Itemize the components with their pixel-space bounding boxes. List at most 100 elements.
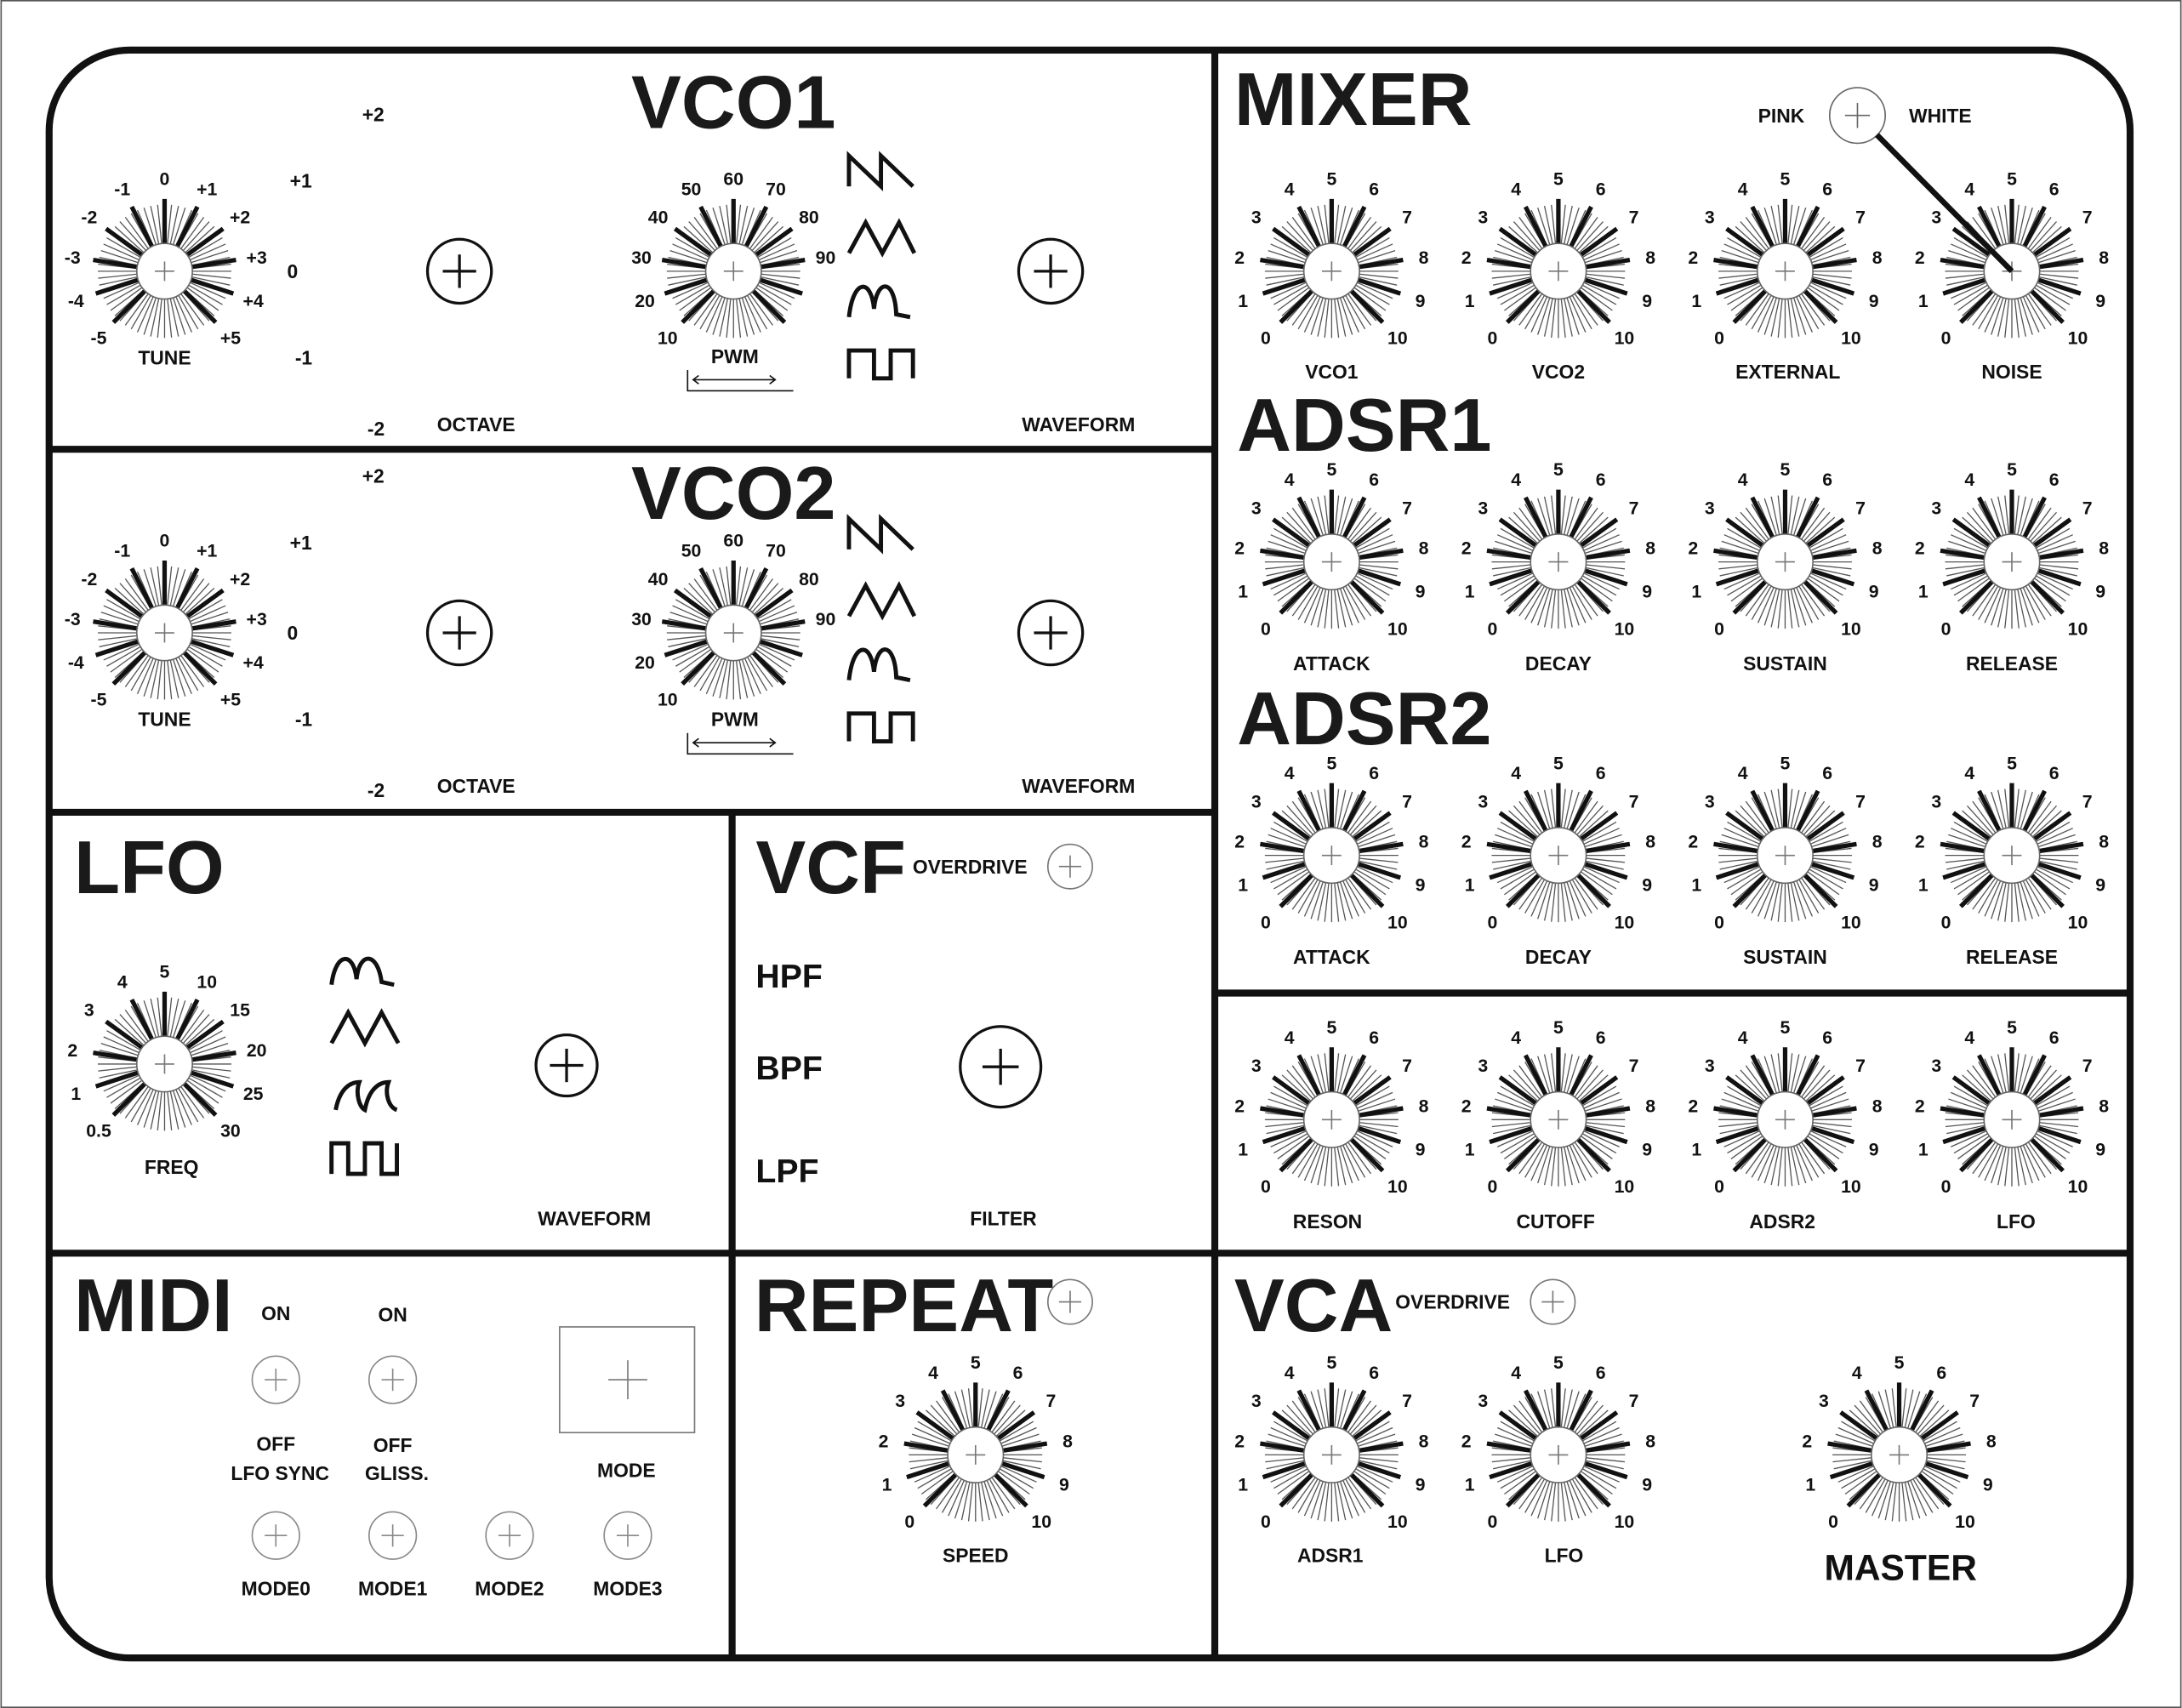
- knob-scale-label: 9: [1642, 1139, 1652, 1159]
- knob-fine-tick: [1801, 1142, 1826, 1175]
- knob-major-tick: [105, 1019, 144, 1050]
- knob-fine-tick: [1586, 1122, 1626, 1128]
- knob-fine-tick: [1336, 882, 1347, 921]
- vco1-octave-label: OCTAVE: [437, 413, 516, 436]
- knob-scale-label: 5: [1780, 753, 1791, 773]
- knob-fine-tick: [1984, 587, 2002, 623]
- knob-major-tick: [761, 619, 806, 631]
- knob-major-tick: [1795, 1054, 1820, 1096]
- knob-fine-tick: [738, 567, 749, 606]
- knob-fine-tick: [1336, 298, 1347, 337]
- knob-fine-tick: [1317, 882, 1327, 921]
- knob-fine-tick: [1543, 298, 1553, 337]
- knob-major-tick: [681, 289, 715, 324]
- knob-fine-tick: [1297, 585, 1319, 620]
- knob-fine-tick: [1953, 1133, 1988, 1154]
- knob-fine-tick: [683, 225, 714, 253]
- knob-scale-label: 8: [1872, 538, 1883, 559]
- knob-scale-label: 7: [1629, 498, 1639, 518]
- knob-fine-tick: [1543, 882, 1553, 921]
- knob-fine-tick: [1334, 883, 1340, 922]
- mode3-button[interactable]: [603, 1511, 652, 1560]
- knob-major-tick: [1810, 277, 1855, 296]
- knob-fine-tick: [1277, 871, 1310, 896]
- mode0-button[interactable]: [251, 1511, 300, 1560]
- knob-fine-tick: [2037, 1130, 2073, 1147]
- knob-fine-tick: [1524, 1143, 1546, 1178]
- knob-scale-label: 5: [1553, 459, 1564, 480]
- knob-fine-tick: [1003, 1457, 1042, 1463]
- knob-fine-tick: [190, 243, 226, 261]
- knob-fine-tick: [1777, 1053, 1783, 1092]
- vca-overdrive-label: OVERDRIVE: [1395, 1291, 1510, 1313]
- knob-scale-label: 5: [1553, 168, 1564, 189]
- knob-fine-tick: [1358, 834, 1396, 848]
- knob-major-tick: [1357, 568, 1402, 587]
- knob-scale-label: 7: [1402, 208, 1412, 228]
- knob-scale-label: 9: [1869, 291, 1879, 311]
- knob-fine-tick: [1560, 495, 1566, 535]
- knob-major-tick: [1917, 1472, 1952, 1508]
- repeat-switch[interactable]: [1046, 1278, 1093, 1325]
- knob-fine-tick: [1946, 276, 1985, 286]
- knob-fine-tick: [667, 635, 706, 640]
- knob-fine-tick: [1342, 1144, 1359, 1181]
- knob-fine-tick: [1865, 1478, 1886, 1513]
- knob-fine-tick: [679, 287, 712, 311]
- knob-fine-tick: [941, 1478, 962, 1513]
- knob-fine-tick: [1493, 276, 1532, 286]
- knob-scale-label: 9: [1869, 875, 1879, 896]
- knob-scale-label: 5: [2007, 168, 2017, 189]
- knob-fine-tick: [2037, 1091, 2073, 1109]
- vco1-tune-knob[interactable]: -5-4-3-2-1 0 +1+2+3+4+5: [65, 168, 267, 348]
- mode1-button[interactable]: [368, 1511, 418, 1560]
- knob-fine-tick: [1837, 1466, 1874, 1483]
- knob-major-tick: [2022, 205, 2047, 248]
- vca-overdrive-switch[interactable]: [1530, 1278, 1576, 1325]
- knob-scale-label: 1: [1465, 1139, 1475, 1159]
- knob-fine-tick: [178, 1087, 199, 1123]
- knob-fine-tick: [1495, 834, 1533, 848]
- knob-fine-tick: [1524, 879, 1546, 914]
- knob-fine-tick: [106, 1030, 141, 1051]
- knob-fine-tick: [1583, 828, 1620, 845]
- knob-scale-label: 1: [1691, 1139, 1701, 1159]
- filter-adsr2-label: ADSR2: [1749, 1210, 1815, 1233]
- knob-major-tick: [1569, 496, 1593, 538]
- knob-fine-tick: [1574, 584, 1598, 617]
- knob-scale-label: 2: [1234, 538, 1245, 559]
- knob-fine-tick: [1352, 1074, 1382, 1102]
- vco2-tune-knob[interactable]: -5-4-3-2-1 0 +1+2+3+4+5: [65, 531, 267, 710]
- mode2-button[interactable]: [485, 1511, 534, 1560]
- knob-major-tick: [1579, 1075, 1619, 1106]
- knob-fine-tick: [1792, 297, 1807, 335]
- knob-fine-tick: [1504, 871, 1536, 896]
- knob-fine-tick: [1551, 789, 1557, 828]
- knob-fine-tick: [1957, 1136, 1990, 1159]
- knob-fine-tick: [1336, 1389, 1347, 1428]
- repeat-speed-label: SPEED: [943, 1544, 1009, 1566]
